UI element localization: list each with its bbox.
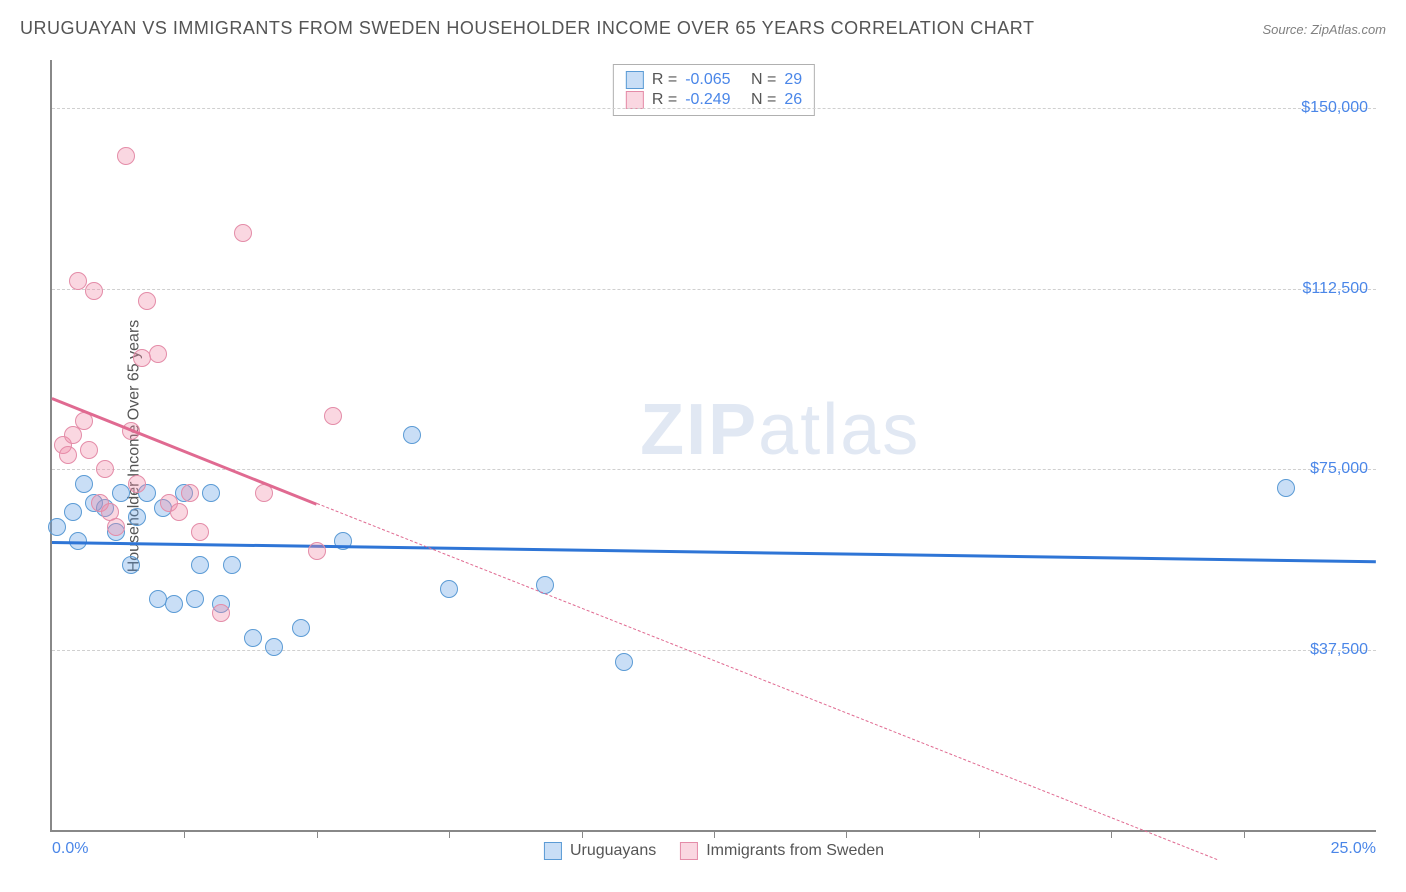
data-point <box>1277 479 1295 497</box>
watermark-light: atlas <box>758 390 920 470</box>
gridline-h <box>52 289 1376 290</box>
x-tick <box>582 830 583 838</box>
data-point <box>48 518 66 536</box>
chart-title: URUGUAYAN VS IMMIGRANTS FROM SWEDEN HOUS… <box>20 18 1034 39</box>
data-point <box>308 542 326 560</box>
legend-item-2: Immigrants from Sweden <box>680 842 884 860</box>
n-label: N = <box>751 71 776 89</box>
data-point <box>202 484 220 502</box>
x-tick <box>449 830 450 838</box>
data-point <box>615 653 633 671</box>
data-point <box>212 604 230 622</box>
data-point <box>440 580 458 598</box>
data-point <box>403 426 421 444</box>
y-tick-label: $37,500 <box>1310 641 1368 659</box>
x-axis-max-label: 25.0% <box>1331 840 1376 858</box>
data-point <box>128 475 146 493</box>
r-label: R = <box>652 71 677 89</box>
legend-swatch-2 <box>626 91 644 109</box>
data-point <box>80 441 98 459</box>
data-point <box>292 619 310 637</box>
gridline-h <box>52 650 1376 651</box>
y-tick-label: $75,000 <box>1310 460 1368 478</box>
trendline <box>52 541 1376 563</box>
source-attribution: Source: ZipAtlas.com <box>1262 22 1386 37</box>
data-point <box>234 224 252 242</box>
gridline-h <box>52 469 1376 470</box>
y-tick-label: $150,000 <box>1301 99 1368 117</box>
legend-bottom: Uruguayans Immigrants from Sweden <box>544 842 884 860</box>
data-point <box>85 282 103 300</box>
n-value-2: 26 <box>784 91 802 109</box>
data-point <box>149 345 167 363</box>
data-point <box>191 523 209 541</box>
data-point <box>324 407 342 425</box>
data-point <box>128 508 146 526</box>
data-point <box>117 147 135 165</box>
x-tick <box>1244 830 1245 838</box>
data-point <box>165 595 183 613</box>
legend-stats-row-2: R = -0.249 N = 26 <box>626 91 802 109</box>
data-point <box>96 460 114 478</box>
data-point <box>186 590 204 608</box>
legend-swatch-bottom-2 <box>680 842 698 860</box>
data-point <box>181 484 199 502</box>
chart-container: URUGUAYAN VS IMMIGRANTS FROM SWEDEN HOUS… <box>0 0 1406 892</box>
data-point <box>75 475 93 493</box>
x-tick <box>317 830 318 838</box>
legend-stats-row-1: R = -0.065 N = 29 <box>626 71 802 89</box>
legend-item-1: Uruguayans <box>544 842 656 860</box>
legend-swatch-bottom-1 <box>544 842 562 860</box>
gridline-h <box>52 108 1376 109</box>
watermark: ZIPatlas <box>640 389 920 471</box>
x-tick <box>714 830 715 838</box>
legend-swatch-1 <box>626 71 644 89</box>
r-value-1: -0.065 <box>685 71 730 89</box>
r-label: R = <box>652 91 677 109</box>
data-point <box>191 556 209 574</box>
legend-label-2: Immigrants from Sweden <box>706 842 884 860</box>
n-value-1: 29 <box>784 71 802 89</box>
data-point <box>112 484 130 502</box>
x-tick <box>184 830 185 838</box>
plot-area: ZIPatlas R = -0.065 N = 29 R = -0.249 N … <box>50 60 1376 832</box>
legend-label-1: Uruguayans <box>570 842 656 860</box>
x-tick <box>979 830 980 838</box>
data-point <box>223 556 241 574</box>
data-point <box>170 503 188 521</box>
r-value-2: -0.249 <box>685 91 730 109</box>
data-point <box>59 446 77 464</box>
data-point <box>107 518 125 536</box>
y-tick-label: $112,500 <box>1302 280 1368 298</box>
x-tick <box>846 830 847 838</box>
watermark-bold: ZIP <box>640 390 758 470</box>
n-label: N = <box>751 91 776 109</box>
data-point <box>138 292 156 310</box>
data-point <box>122 556 140 574</box>
data-point <box>265 638 283 656</box>
data-point <box>64 503 82 521</box>
x-tick <box>1111 830 1112 838</box>
x-axis-min-label: 0.0% <box>52 840 88 858</box>
data-point <box>244 629 262 647</box>
